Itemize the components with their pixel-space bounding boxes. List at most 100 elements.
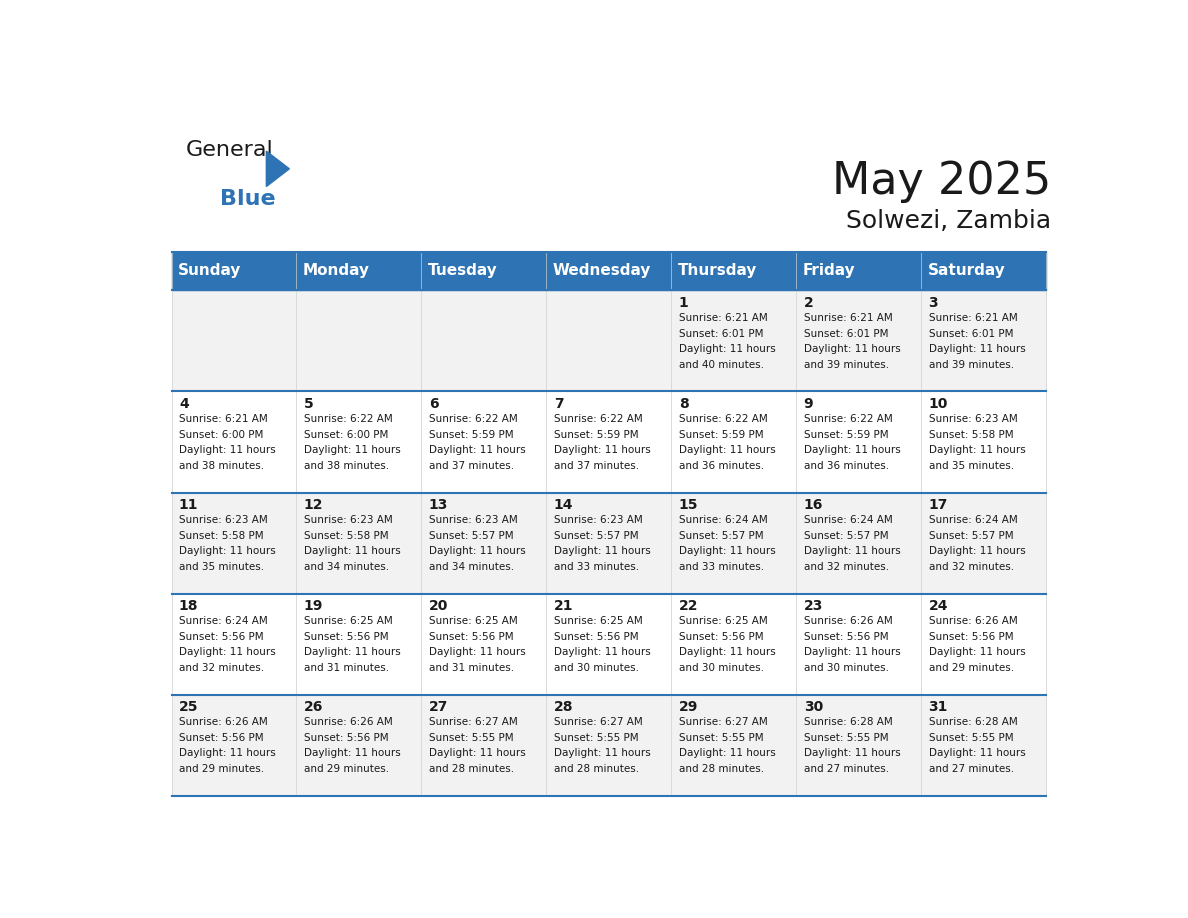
Text: 8: 8: [678, 397, 688, 411]
Text: Daylight: 11 hours: Daylight: 11 hours: [554, 445, 651, 455]
FancyBboxPatch shape: [796, 290, 921, 391]
FancyBboxPatch shape: [171, 493, 297, 594]
Text: Sunrise: 6:26 AM: Sunrise: 6:26 AM: [929, 616, 1017, 626]
Text: 26: 26: [304, 700, 323, 714]
FancyBboxPatch shape: [921, 594, 1047, 695]
FancyBboxPatch shape: [796, 695, 921, 796]
Text: May 2025: May 2025: [832, 160, 1051, 203]
Text: Daylight: 11 hours: Daylight: 11 hours: [678, 344, 776, 354]
Polygon shape: [266, 151, 290, 186]
Text: 22: 22: [678, 599, 699, 613]
Text: and 35 minutes.: and 35 minutes.: [929, 461, 1013, 471]
Text: Sunset: 6:00 PM: Sunset: 6:00 PM: [179, 430, 264, 440]
FancyBboxPatch shape: [422, 493, 546, 594]
FancyBboxPatch shape: [297, 252, 422, 290]
Text: Sunset: 5:57 PM: Sunset: 5:57 PM: [554, 531, 638, 541]
Text: Monday: Monday: [303, 263, 369, 278]
Text: and 34 minutes.: and 34 minutes.: [304, 562, 388, 572]
FancyBboxPatch shape: [422, 594, 546, 695]
Text: 14: 14: [554, 498, 574, 512]
FancyBboxPatch shape: [546, 493, 671, 594]
Text: Daylight: 11 hours: Daylight: 11 hours: [554, 647, 651, 657]
Text: Sunrise: 6:22 AM: Sunrise: 6:22 AM: [803, 414, 892, 424]
Text: 23: 23: [803, 599, 823, 613]
Text: Daylight: 11 hours: Daylight: 11 hours: [429, 546, 525, 556]
Text: Sunset: 5:58 PM: Sunset: 5:58 PM: [304, 531, 388, 541]
Text: and 30 minutes.: and 30 minutes.: [803, 663, 889, 673]
Text: 9: 9: [803, 397, 814, 411]
FancyBboxPatch shape: [546, 290, 671, 391]
Text: Sunrise: 6:25 AM: Sunrise: 6:25 AM: [554, 616, 643, 626]
FancyBboxPatch shape: [297, 594, 422, 695]
Text: Daylight: 11 hours: Daylight: 11 hours: [678, 445, 776, 455]
Text: Sunset: 5:56 PM: Sunset: 5:56 PM: [678, 632, 764, 642]
FancyBboxPatch shape: [171, 290, 297, 391]
FancyBboxPatch shape: [422, 695, 546, 796]
Text: Sunrise: 6:21 AM: Sunrise: 6:21 AM: [929, 313, 1017, 323]
Text: Sunset: 5:56 PM: Sunset: 5:56 PM: [803, 632, 889, 642]
Text: 6: 6: [429, 397, 438, 411]
Text: Sunrise: 6:23 AM: Sunrise: 6:23 AM: [554, 515, 643, 525]
Text: Sunday: Sunday: [178, 263, 241, 278]
Text: General: General: [185, 140, 273, 160]
Text: Sunset: 5:59 PM: Sunset: 5:59 PM: [803, 430, 889, 440]
Text: and 29 minutes.: and 29 minutes.: [179, 764, 264, 774]
Text: Sunset: 5:57 PM: Sunset: 5:57 PM: [803, 531, 889, 541]
Text: 1: 1: [678, 297, 688, 310]
Text: 17: 17: [929, 498, 948, 512]
FancyBboxPatch shape: [546, 594, 671, 695]
Text: 21: 21: [554, 599, 574, 613]
Text: Daylight: 11 hours: Daylight: 11 hours: [803, 546, 901, 556]
Text: 12: 12: [304, 498, 323, 512]
Text: Daylight: 11 hours: Daylight: 11 hours: [304, 445, 400, 455]
Text: 2: 2: [803, 297, 814, 310]
Text: Sunrise: 6:26 AM: Sunrise: 6:26 AM: [304, 717, 392, 727]
Text: Daylight: 11 hours: Daylight: 11 hours: [929, 748, 1025, 758]
Text: Daylight: 11 hours: Daylight: 11 hours: [179, 445, 276, 455]
Text: 19: 19: [304, 599, 323, 613]
Text: 30: 30: [803, 700, 823, 714]
Text: 10: 10: [929, 397, 948, 411]
Text: 27: 27: [429, 700, 448, 714]
Text: 25: 25: [179, 700, 198, 714]
Text: and 28 minutes.: and 28 minutes.: [554, 764, 639, 774]
Text: Blue: Blue: [220, 189, 276, 209]
Text: Sunset: 5:56 PM: Sunset: 5:56 PM: [179, 733, 264, 743]
Text: and 39 minutes.: and 39 minutes.: [803, 360, 889, 370]
Text: and 33 minutes.: and 33 minutes.: [678, 562, 764, 572]
FancyBboxPatch shape: [796, 493, 921, 594]
Text: Daylight: 11 hours: Daylight: 11 hours: [678, 748, 776, 758]
Text: Sunset: 5:55 PM: Sunset: 5:55 PM: [803, 733, 889, 743]
Text: Daylight: 11 hours: Daylight: 11 hours: [803, 647, 901, 657]
Text: 20: 20: [429, 599, 448, 613]
Text: Sunset: 5:56 PM: Sunset: 5:56 PM: [554, 632, 638, 642]
Text: 24: 24: [929, 599, 948, 613]
Text: Sunrise: 6:21 AM: Sunrise: 6:21 AM: [803, 313, 892, 323]
Text: and 33 minutes.: and 33 minutes.: [554, 562, 639, 572]
Text: Daylight: 11 hours: Daylight: 11 hours: [304, 748, 400, 758]
Text: Daylight: 11 hours: Daylight: 11 hours: [678, 546, 776, 556]
Text: Sunrise: 6:24 AM: Sunrise: 6:24 AM: [678, 515, 767, 525]
Text: Daylight: 11 hours: Daylight: 11 hours: [179, 647, 276, 657]
Text: Sunset: 5:55 PM: Sunset: 5:55 PM: [929, 733, 1013, 743]
FancyBboxPatch shape: [171, 391, 297, 493]
Text: Sunrise: 6:23 AM: Sunrise: 6:23 AM: [429, 515, 518, 525]
Text: and 36 minutes.: and 36 minutes.: [678, 461, 764, 471]
Text: Daylight: 11 hours: Daylight: 11 hours: [929, 546, 1025, 556]
Text: and 38 minutes.: and 38 minutes.: [179, 461, 264, 471]
Text: and 32 minutes.: and 32 minutes.: [179, 663, 264, 673]
Text: Thursday: Thursday: [677, 263, 757, 278]
Text: and 27 minutes.: and 27 minutes.: [803, 764, 889, 774]
Text: and 28 minutes.: and 28 minutes.: [678, 764, 764, 774]
Text: Daylight: 11 hours: Daylight: 11 hours: [179, 546, 276, 556]
FancyBboxPatch shape: [921, 695, 1047, 796]
Text: and 36 minutes.: and 36 minutes.: [803, 461, 889, 471]
FancyBboxPatch shape: [671, 493, 796, 594]
Text: Sunset: 5:58 PM: Sunset: 5:58 PM: [929, 430, 1013, 440]
Text: Saturday: Saturday: [928, 263, 1005, 278]
Text: Sunset: 5:57 PM: Sunset: 5:57 PM: [678, 531, 764, 541]
Text: and 30 minutes.: and 30 minutes.: [554, 663, 639, 673]
Text: 18: 18: [179, 599, 198, 613]
Text: Sunset: 5:59 PM: Sunset: 5:59 PM: [554, 430, 638, 440]
Text: Friday: Friday: [803, 263, 855, 278]
